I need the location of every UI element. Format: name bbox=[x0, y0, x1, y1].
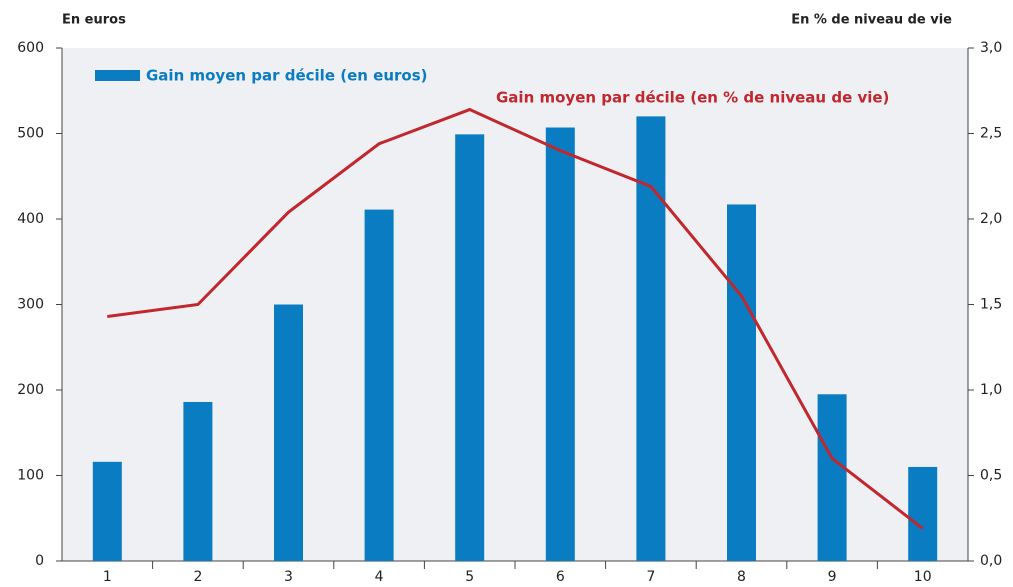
bar bbox=[92, 461, 122, 561]
y-tick-label: 100 bbox=[17, 468, 44, 484]
x-tick-label: 10 bbox=[914, 569, 932, 585]
y2-tick-label: 2,0 bbox=[980, 211, 1002, 227]
y2-tick-label: 1,0 bbox=[980, 382, 1002, 398]
y-tick-label: 200 bbox=[17, 382, 44, 398]
legend-label: Gain moyen par décile (en % de niveau de… bbox=[496, 89, 889, 107]
legend-swatch bbox=[95, 70, 140, 81]
x-tick-label: 2 bbox=[193, 569, 202, 585]
bar bbox=[364, 209, 394, 561]
plot-background bbox=[62, 48, 968, 561]
y-tick-label: 0 bbox=[35, 553, 44, 569]
bar bbox=[636, 116, 666, 562]
y-tick-label: 600 bbox=[17, 40, 44, 56]
bar bbox=[274, 304, 303, 561]
y2-tick-label: 1,5 bbox=[980, 297, 1002, 313]
bar bbox=[727, 204, 756, 561]
y2-tick-label: 3,0 bbox=[980, 40, 1002, 56]
y2-tick-label: 0,5 bbox=[980, 468, 1002, 484]
x-tick-label: 4 bbox=[375, 569, 384, 585]
y-tick-label: 400 bbox=[17, 211, 44, 227]
x-tick-label: 9 bbox=[828, 569, 837, 585]
x-tick-label: 1 bbox=[103, 569, 112, 585]
y2-axis-title: En % de niveau de vie bbox=[791, 13, 952, 28]
y2-tick-label: 0,0 bbox=[980, 553, 1002, 569]
line bbox=[107, 107, 924, 530]
x-tick-label: 5 bbox=[465, 569, 474, 585]
bar bbox=[183, 401, 213, 561]
x-tick-label: 3 bbox=[284, 569, 293, 585]
x-tick-label: 8 bbox=[737, 569, 746, 585]
y2-tick-label: 2,5 bbox=[980, 126, 1002, 142]
bar bbox=[545, 127, 575, 561]
bar bbox=[455, 134, 485, 562]
x-tick-label: 6 bbox=[556, 569, 565, 585]
bar bbox=[817, 394, 847, 561]
x-tick-label: 7 bbox=[646, 569, 655, 585]
y-tick-label: 300 bbox=[17, 297, 44, 313]
y-axis-title: En euros bbox=[62, 13, 126, 28]
y-tick-label: 500 bbox=[17, 126, 44, 142]
legend-label: Gain moyen par décile (en euros) bbox=[146, 67, 428, 85]
bar bbox=[908, 466, 938, 561]
